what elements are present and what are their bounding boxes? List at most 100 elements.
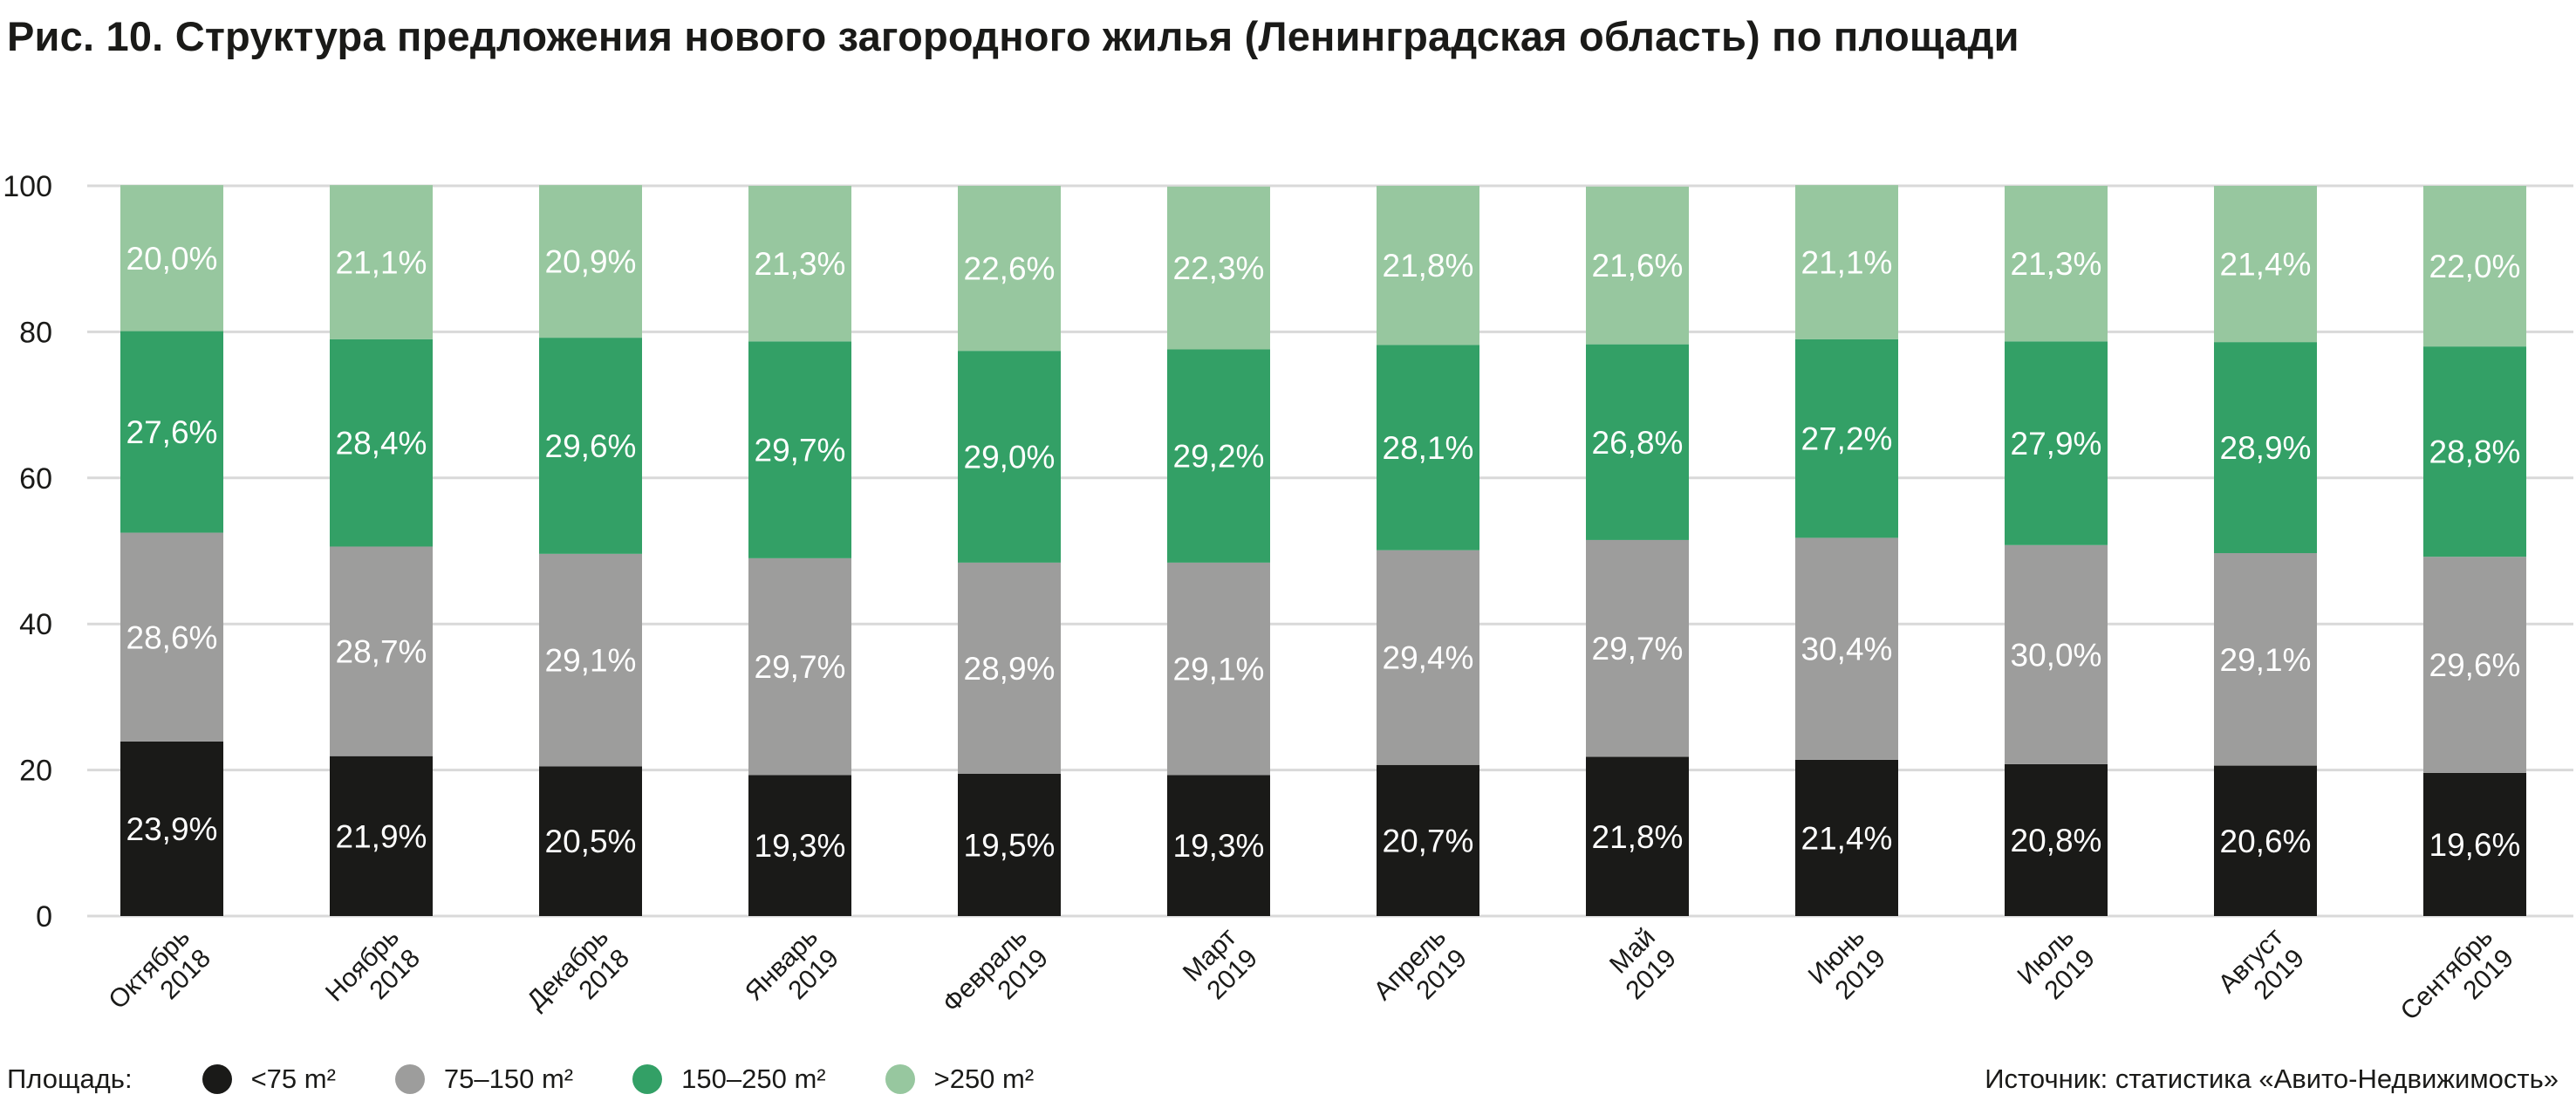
data-label: 20,8%: [2011, 823, 2102, 858]
legend-title: Площадь:: [7, 1063, 133, 1094]
bar-segment: [2214, 186, 2317, 343]
bar-segment: [958, 351, 1061, 563]
data-label: 29,4%: [1383, 640, 1474, 676]
data-label: 21,4%: [1801, 820, 1893, 856]
data-label: 21,1%: [336, 244, 427, 280]
data-label: 21,1%: [1801, 244, 1893, 280]
bar-segment: [958, 186, 1061, 352]
bar-segment: [2423, 557, 2526, 773]
data-label: 20,7%: [1383, 823, 1474, 858]
legend-item: 150–250 m²: [632, 1063, 826, 1095]
bar-segment: [748, 186, 851, 342]
y-tick-label: 60: [19, 462, 52, 496]
bar-segment: [2005, 544, 2108, 764]
bar-segment: [539, 766, 642, 916]
data-label: 27,2%: [1801, 421, 1893, 457]
bar-segment: [2214, 342, 2317, 554]
bar-segment: [120, 331, 223, 533]
legend-item: <75 m²: [202, 1063, 336, 1095]
bar-segment: [2423, 186, 2526, 347]
data-label: 30,0%: [2011, 637, 2102, 673]
legend-swatch: [885, 1064, 915, 1094]
source-note: Источник: статистика «Авито-Недвижимость…: [1985, 1063, 2559, 1094]
legend: Площадь: <75 m² 75–150 m² 150–250 m² >250 m…: [7, 1060, 1093, 1098]
data-label: 20,6%: [2220, 824, 2312, 859]
data-label: 29,2%: [1173, 439, 1265, 475]
bars: 23,9% 28,6% 27,6% 20,0% 21,9% 28,7% 28,4% 21,1%…: [120, 185, 2526, 916]
bar-segment: [1795, 537, 1898, 760]
bar-segment: [748, 775, 851, 916]
bar-segment: [539, 185, 642, 339]
data-label: 21,3%: [755, 246, 846, 282]
data-label: 22,3%: [1173, 250, 1265, 286]
bar-segment: [958, 773, 1061, 916]
data-label: 29,0%: [964, 440, 1056, 475]
bar-segment: [958, 562, 1061, 774]
bar-segment: [1377, 186, 1479, 345]
data-label: 20,5%: [545, 824, 637, 859]
legend-label: <75 m²: [250, 1063, 336, 1094]
data-label: 29,1%: [2220, 642, 2312, 678]
bar-segment: [1377, 345, 1479, 550]
data-label: 29,7%: [1592, 631, 1684, 667]
data-label: 26,8%: [1592, 425, 1684, 461]
data-label: 29,1%: [1173, 652, 1265, 687]
bar-segment: [2214, 553, 2317, 766]
data-label: 21,4%: [2220, 247, 2312, 283]
bar-segment: [1586, 756, 1689, 916]
bar-segment: [120, 741, 223, 916]
data-label: 21,6%: [1592, 248, 1684, 284]
stacked-bar-chart: 0 20 40 60 80 100 23,9% 28,6% 27,6% 20,0% 21,9% 28…: [3, 170, 2573, 1026]
data-label: 30,4%: [1801, 632, 1893, 667]
y-tick-label: 100: [3, 170, 52, 203]
data-label: 29,1%: [545, 643, 637, 679]
bar-segment: [330, 546, 433, 756]
legend-label: 75–150 m²: [443, 1063, 574, 1094]
data-label: 29,7%: [755, 433, 846, 468]
bar-segment: [2005, 763, 2108, 916]
legend-label: >250 m²: [933, 1063, 1035, 1094]
bar-segment: [330, 185, 433, 339]
data-label: 28,9%: [964, 651, 1056, 687]
bar-segment: [2005, 341, 2108, 545]
data-label: 28,6%: [126, 619, 218, 655]
data-label: 29,7%: [755, 649, 846, 685]
y-tick-label: 20: [19, 755, 52, 788]
bar-segment: [539, 338, 642, 554]
data-label: 28,9%: [2220, 430, 2312, 466]
bar-segment: [2214, 765, 2317, 916]
chart-title: Рис. 10. Структура предложения нового за…: [7, 13, 2019, 59]
bar-segment: [2423, 346, 2526, 557]
bar-segment: [1795, 759, 1898, 916]
data-label: 20,9%: [545, 244, 637, 280]
data-label: 20,0%: [126, 241, 218, 277]
bar-segment: [120, 532, 223, 742]
bar-segment: [1167, 349, 1270, 563]
data-label: 21,9%: [336, 818, 427, 854]
bar-segment: [2005, 186, 2108, 342]
data-label: 28,4%: [336, 426, 427, 462]
bar-segment: [1586, 344, 1689, 540]
bar-segment: [1795, 339, 1898, 538]
legend-item: >250 m²: [885, 1063, 1035, 1095]
data-label: 28,8%: [2429, 434, 2521, 470]
legend-label: 150–250 m²: [681, 1063, 826, 1094]
bar-segment: [330, 756, 433, 916]
bar-segment: [1377, 550, 1479, 765]
data-label: 27,6%: [126, 414, 218, 450]
bar-segment: [1377, 764, 1479, 916]
bar-segment: [748, 557, 851, 776]
bar-segment: [1167, 775, 1270, 916]
bar-segment: [1586, 186, 1689, 345]
data-label: 19,6%: [2429, 827, 2521, 863]
legend-swatch: [632, 1064, 663, 1094]
data-label: 19,3%: [755, 828, 846, 864]
